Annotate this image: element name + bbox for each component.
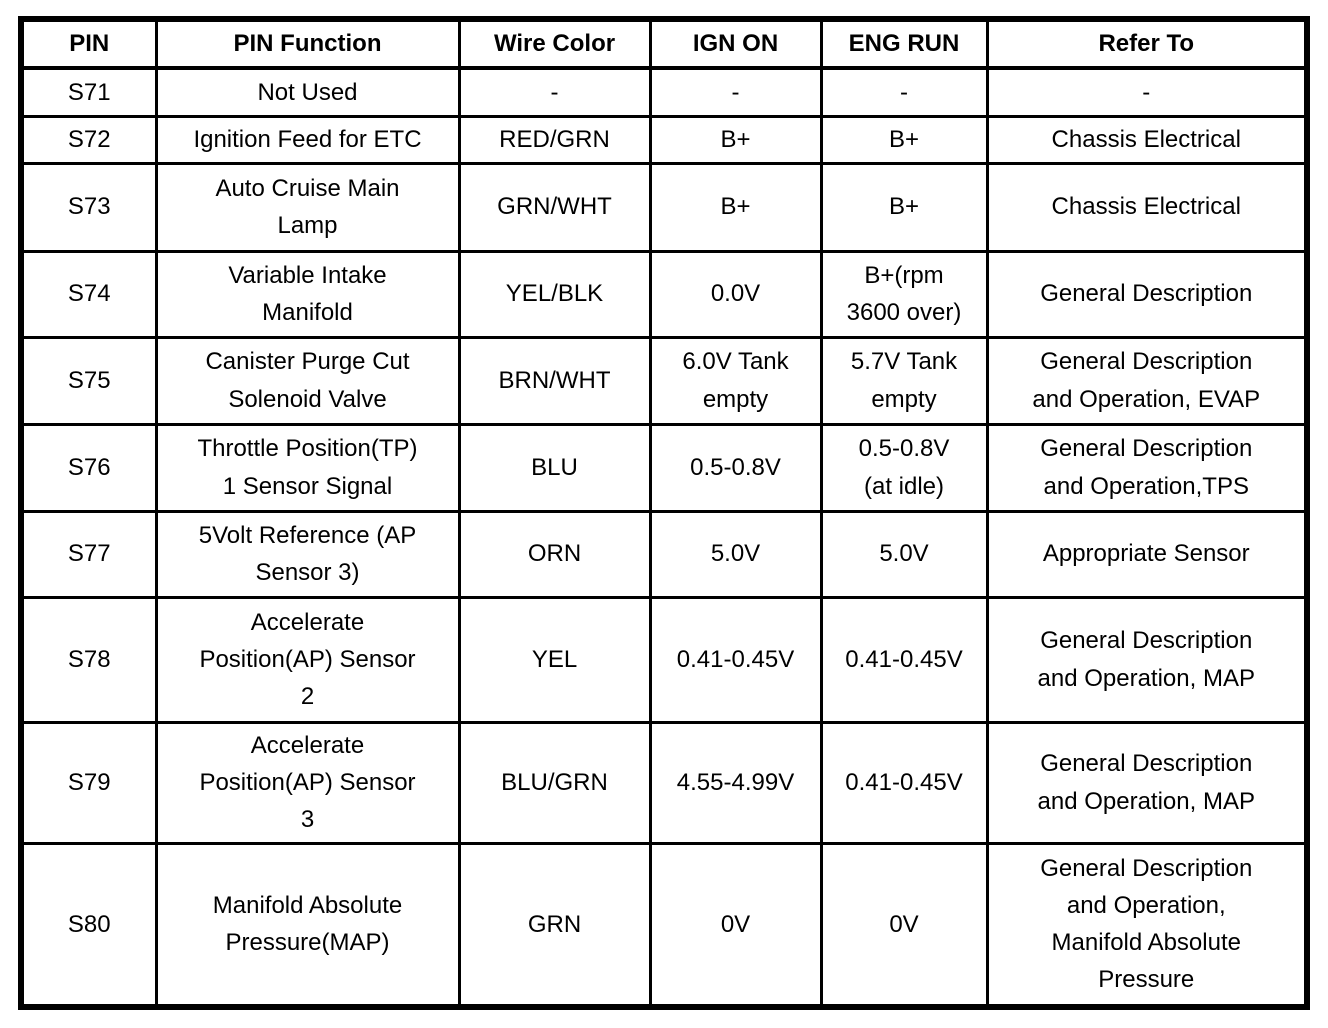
- cell-refer-to: -: [985, 66, 1309, 118]
- cell-pin: S75: [19, 335, 158, 426]
- cell-pin-function: Throttle Position(TP) 1 Sensor Signal: [154, 422, 461, 513]
- table-row: S75 Canister Purge Cut Solenoid Valve BRN/…: [19, 335, 1309, 426]
- cell-ign-on: 0.5-0.8V: [648, 422, 823, 513]
- cell-wire-color: YEL/BLK: [457, 249, 652, 339]
- cell-refer-to: General Description and Operation, MAP: [985, 720, 1309, 845]
- cell-pin: S72: [19, 114, 158, 165]
- cell-wire-color: BRN/WHT: [457, 335, 652, 426]
- cell-ign-on: 4.55-4.99V: [648, 720, 823, 845]
- cell-pin-function: Accelerate Position(AP) Sensor 3: [154, 720, 461, 845]
- cell-refer-to: Chassis Electrical: [985, 114, 1309, 165]
- cell-wire-color: YEL: [457, 595, 652, 724]
- cell-pin: S79: [19, 720, 158, 845]
- cell-refer-to: General Description and Operation, EVAP: [985, 335, 1309, 426]
- cell-wire-color: BLU/GRN: [457, 720, 652, 845]
- cell-wire-color: -: [457, 66, 652, 118]
- cell-eng-run: B+: [819, 114, 989, 165]
- cell-wire-color: GRN: [457, 841, 652, 1009]
- cell-ign-on: -: [648, 66, 823, 118]
- cell-eng-run: 5.0V: [819, 509, 989, 599]
- cell-refer-to: General Description and Operation, Manif…: [985, 841, 1309, 1009]
- table-row: S80 Manifold Absolute Pressure(MAP) GRN 0V 0…: [19, 841, 1309, 1009]
- cell-ign-on: 6.0V Tank empty: [648, 335, 823, 426]
- cell-eng-run: B+: [819, 161, 989, 253]
- cell-refer-to: General Description: [985, 249, 1309, 339]
- cell-pin-function: Variable Intake Manifold: [154, 249, 461, 339]
- table-row: S74 Variable Intake Manifold YEL/BLK 0.0V B+…: [19, 249, 1309, 339]
- cell-pin-function: Canister Purge Cut Solenoid Valve: [154, 335, 461, 426]
- cell-wire-color: GRN/WHT: [457, 161, 652, 253]
- cell-ign-on: 5.0V: [648, 509, 823, 599]
- cell-refer-to: Appropriate Sensor: [985, 509, 1309, 599]
- cell-refer-to: General Description and Operation,TPS: [985, 422, 1309, 513]
- cell-pin: S78: [19, 595, 158, 724]
- column-header-refer-to: Refer To: [985, 17, 1309, 70]
- table-row: S76 Throttle Position(TP) 1 Sensor Signal…: [19, 422, 1309, 513]
- cell-refer-to: General Description and Operation, MAP: [985, 595, 1309, 724]
- table-row: S72 Ignition Feed for ETC RED/GRN B+ B+ Chass…: [19, 114, 1309, 165]
- cell-pin: S71: [19, 66, 158, 118]
- table-row: S79 Accelerate Position(AP) Sensor 3 BLU/G…: [19, 720, 1309, 845]
- cell-pin: S74: [19, 249, 158, 339]
- cell-pin-function: Accelerate Position(AP) Sensor 2: [154, 595, 461, 724]
- table-row: S71 Not Used - - - -: [19, 66, 1309, 118]
- cell-pin-function: Not Used: [154, 66, 461, 118]
- column-header-pin-function: PIN Function: [154, 17, 461, 70]
- cell-ign-on: 0V: [648, 841, 823, 1009]
- cell-wire-color: ORN: [457, 509, 652, 599]
- table-row: S77 5Volt Reference (AP Sensor 3) ORN 5.0V 5…: [19, 509, 1309, 599]
- table-row: S73 Auto Cruise Main Lamp GRN/WHT B+ B+ Chass…: [19, 161, 1309, 253]
- cell-eng-run: -: [819, 66, 989, 118]
- cell-wire-color: BLU: [457, 422, 652, 513]
- cell-ign-on: B+: [648, 114, 823, 165]
- cell-ign-on: 0.0V: [648, 249, 823, 339]
- column-header-ign-on: IGN ON: [648, 17, 823, 70]
- cell-ign-on: B+: [648, 161, 823, 253]
- column-header-wire-color: Wire Color: [457, 17, 652, 70]
- cell-eng-run: B+(rpm 3600 over): [819, 249, 989, 339]
- cell-pin-function: Manifold Absolute Pressure(MAP): [154, 841, 461, 1009]
- cell-pin: S73: [19, 161, 158, 253]
- column-header-eng-run: ENG RUN: [819, 17, 989, 70]
- cell-eng-run: 0V: [819, 841, 989, 1009]
- column-header-pin: PIN: [19, 17, 158, 70]
- cell-eng-run: 5.7V Tank empty: [819, 335, 989, 426]
- cell-ign-on: 0.41-0.45V: [648, 595, 823, 724]
- cell-pin-function: 5Volt Reference (AP Sensor 3): [154, 509, 461, 599]
- cell-pin: S80: [19, 841, 158, 1009]
- cell-eng-run: 0.41-0.45V: [819, 720, 989, 845]
- pin-function-table: PIN PIN Function Wire Color IGN ON ENG R…: [18, 16, 1310, 1010]
- cell-wire-color: RED/GRN: [457, 114, 652, 165]
- cell-pin-function: Ignition Feed for ETC: [154, 114, 461, 165]
- cell-pin: S76: [19, 422, 158, 513]
- table-body: S71 Not Used - - - - S72 Ignition Feed for ETC R…: [19, 66, 1309, 1009]
- cell-pin-function: Auto Cruise Main Lamp: [154, 161, 461, 253]
- cell-eng-run: 0.41-0.45V: [819, 595, 989, 724]
- cell-refer-to: Chassis Electrical: [985, 161, 1309, 253]
- cell-eng-run: 0.5-0.8V (at idle): [819, 422, 989, 513]
- cell-pin: S77: [19, 509, 158, 599]
- header-row: PIN PIN Function Wire Color IGN ON ENG R…: [19, 17, 1309, 70]
- table-row: S78 Accelerate Position(AP) Sensor 2 YEL 0.…: [19, 595, 1309, 724]
